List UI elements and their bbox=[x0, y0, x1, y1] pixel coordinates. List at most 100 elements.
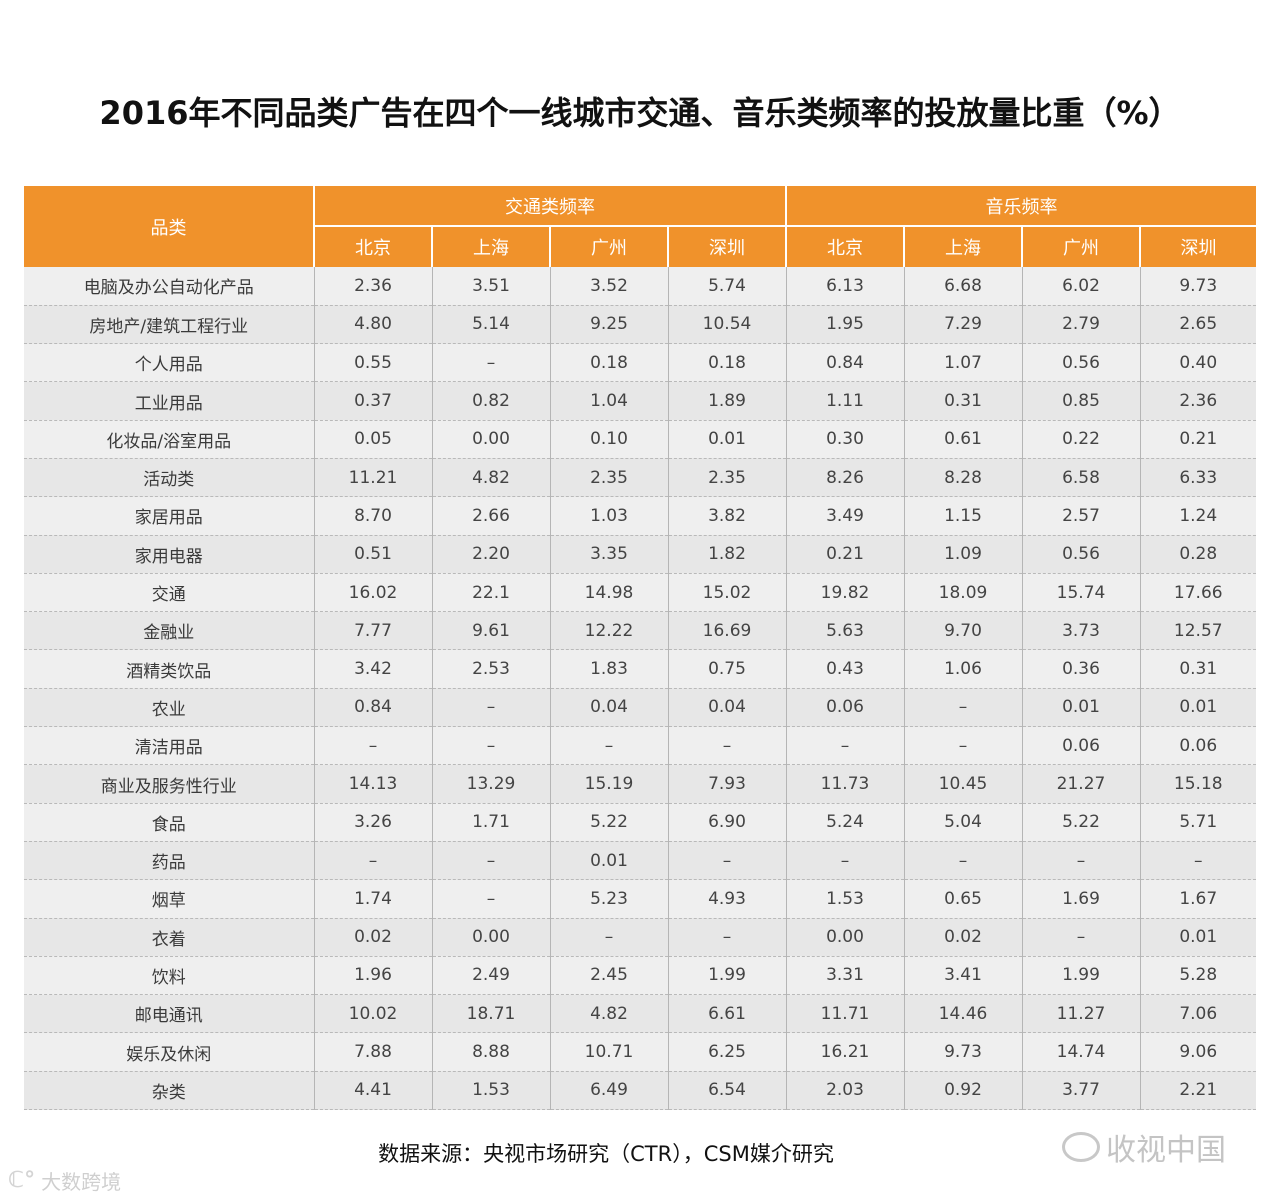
value-cell: 0.82 bbox=[432, 381, 551, 421]
watermark-left-text: 大数跨境 bbox=[41, 1170, 122, 1194]
value-cell: – bbox=[432, 841, 551, 881]
value-cell: 8.70 bbox=[314, 496, 433, 536]
value-cell: 0.01 bbox=[1022, 688, 1141, 728]
value-cell: 6.25 bbox=[668, 1032, 787, 1072]
value-cell: – bbox=[550, 726, 669, 766]
value-cell: 6.58 bbox=[1022, 458, 1141, 498]
value-cell: 5.24 bbox=[786, 803, 905, 842]
value-cell: 9.70 bbox=[904, 611, 1023, 651]
value-cell: 4.41 bbox=[314, 1071, 433, 1111]
group-header-music: 音乐频率 bbox=[786, 186, 1256, 227]
value-cell: 4.93 bbox=[668, 879, 787, 919]
value-cell: 4.82 bbox=[432, 458, 551, 498]
category-cell: 交通 bbox=[24, 573, 315, 613]
value-cell: 5.22 bbox=[1022, 803, 1141, 842]
value-cell: 2.79 bbox=[1022, 305, 1141, 345]
table-row: 家用电器 0.51 2.20 3.35 1.82 0.21 1.09 0.56 0.28 bbox=[24, 535, 1256, 574]
table-row: 酒精类饮品 3.42 2.53 1.83 0.75 0.43 1.06 0.36 0.31 bbox=[24, 649, 1256, 689]
category-cell: 娱乐及休闲 bbox=[24, 1032, 315, 1072]
value-cell: 1.96 bbox=[314, 956, 433, 996]
category-cell: 家居用品 bbox=[24, 496, 315, 536]
value-cell: 14.74 bbox=[1022, 1032, 1141, 1072]
value-cell: 2.03 bbox=[786, 1071, 905, 1111]
value-cell: 0.84 bbox=[314, 688, 433, 728]
wechat-icon bbox=[1062, 1132, 1100, 1162]
value-cell: 0.00 bbox=[432, 918, 551, 957]
value-cell: 3.42 bbox=[314, 649, 433, 689]
value-cell: 1.99 bbox=[1022, 956, 1141, 996]
city-header: 深圳 bbox=[668, 226, 787, 267]
table-row: 杂类 4.41 1.53 6.49 6.54 2.03 0.92 3.77 2.21 bbox=[24, 1071, 1256, 1111]
table-row: 电脑及办公自动化产品 2.36 3.51 3.52 5.74 6.13 6.68 6.02 9.… bbox=[24, 267, 1256, 306]
value-cell: 3.35 bbox=[550, 535, 669, 574]
value-cell: 1.71 bbox=[432, 803, 551, 842]
value-cell: 0.10 bbox=[550, 420, 669, 459]
value-cell: 5.63 bbox=[786, 611, 905, 651]
value-cell: 2.53 bbox=[432, 649, 551, 689]
value-cell: – bbox=[904, 726, 1023, 766]
value-cell: 1.99 bbox=[668, 956, 787, 996]
value-cell: 0.01 bbox=[1140, 918, 1256, 957]
table-row: 食品 3.26 1.71 5.22 6.90 5.24 5.04 5.22 5.71 bbox=[24, 803, 1256, 842]
category-cell: 酒精类饮品 bbox=[24, 649, 315, 689]
value-cell: 16.02 bbox=[314, 573, 433, 613]
value-cell: – bbox=[786, 726, 905, 766]
value-cell: 6.49 bbox=[550, 1071, 669, 1111]
value-cell: 1.83 bbox=[550, 649, 669, 689]
value-cell: 5.71 bbox=[1140, 803, 1256, 842]
city-header: 广州 bbox=[1022, 226, 1141, 267]
city-header: 广州 bbox=[550, 226, 669, 267]
value-cell: 9.73 bbox=[1140, 267, 1256, 306]
value-cell: 3.73 bbox=[1022, 611, 1141, 651]
value-cell: 6.33 bbox=[1140, 458, 1256, 498]
value-cell: – bbox=[668, 726, 787, 766]
table-row: 家居用品 8.70 2.66 1.03 3.82 3.49 1.15 2.57 1.24 bbox=[24, 496, 1256, 536]
value-cell: – bbox=[432, 343, 551, 383]
value-cell: 3.31 bbox=[786, 956, 905, 996]
value-cell: 0.40 bbox=[1140, 343, 1256, 383]
table-row: 衣着 0.02 0.00– –0.00 0.02–0.01 bbox=[24, 918, 1256, 957]
value-cell: 9.25 bbox=[550, 305, 669, 345]
value-cell: 14.46 bbox=[904, 994, 1023, 1034]
value-cell: 0.00 bbox=[786, 918, 905, 957]
table-row: 商业及服务性行业 14.13 13.29 15.19 7.93 11.73 10.45 21.… bbox=[24, 764, 1256, 804]
value-cell: 1.04 bbox=[550, 381, 669, 421]
value-cell: 5.04 bbox=[904, 803, 1023, 842]
table-row: 金融业 7.77 9.61 12.22 16.69 5.63 9.70 3.73 12.57 bbox=[24, 611, 1256, 651]
value-cell: 8.28 bbox=[904, 458, 1023, 498]
category-cell: 金融业 bbox=[24, 611, 315, 651]
value-cell: 0.06 bbox=[1140, 726, 1256, 766]
value-cell: 14.98 bbox=[550, 573, 669, 613]
value-cell: 11.21 bbox=[314, 458, 433, 498]
category-cell: 商业及服务性行业 bbox=[24, 764, 315, 804]
value-cell: 10.71 bbox=[550, 1032, 669, 1072]
value-cell: 3.51 bbox=[432, 267, 551, 306]
watermark-left: ℂ° 大数跨境 bbox=[8, 1166, 121, 1195]
value-cell: – bbox=[1022, 918, 1141, 957]
logo-icon: ℂ° bbox=[8, 1168, 36, 1193]
value-cell: 5.74 bbox=[668, 267, 787, 306]
watermark-right: 收视中国 bbox=[1062, 1125, 1226, 1169]
value-cell: 3.49 bbox=[786, 496, 905, 536]
table-row: 工业用品 0.37 0.82 1.04 1.89 1.11 0.31 0.85 2.36 bbox=[24, 381, 1256, 421]
category-cell: 工业用品 bbox=[24, 381, 315, 421]
value-cell: 5.23 bbox=[550, 879, 669, 919]
value-cell: 11.71 bbox=[786, 994, 905, 1034]
value-cell: 0.02 bbox=[904, 918, 1023, 957]
value-cell: 0.04 bbox=[668, 688, 787, 728]
value-cell: 7.77 bbox=[314, 611, 433, 651]
value-cell: 17.66 bbox=[1140, 573, 1256, 613]
table-row: 活动类 11.21 4.82 2.35 2.35 8.26 8.28 6.58 6.33 bbox=[24, 458, 1256, 498]
city-header: 深圳 bbox=[1140, 226, 1256, 267]
value-cell: 7.88 bbox=[314, 1032, 433, 1072]
value-cell: 1.15 bbox=[904, 496, 1023, 536]
value-cell: 0.92 bbox=[904, 1071, 1023, 1111]
value-cell: 6.90 bbox=[668, 803, 787, 842]
value-cell: 0.31 bbox=[904, 381, 1023, 421]
value-cell: 1.06 bbox=[904, 649, 1023, 689]
value-cell: 11.27 bbox=[1022, 994, 1141, 1034]
value-cell: 0.37 bbox=[314, 381, 433, 421]
value-cell: 2.65 bbox=[1140, 305, 1256, 345]
value-cell: – bbox=[432, 879, 551, 919]
header-row-groups: 品类 交通类频率 音乐频率 bbox=[24, 186, 1256, 267]
